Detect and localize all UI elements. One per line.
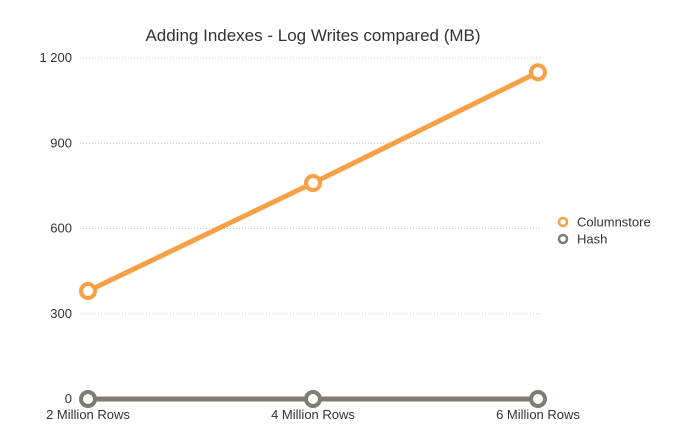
series-hash [79,390,547,408]
y-tick-label: 0 [65,391,72,406]
legend: Columnstore Hash [557,215,651,247]
data-point [79,282,97,301]
chart-title: Adding Indexes - Log Writes compared (MB… [145,26,480,45]
series-columnstore [79,63,547,301]
legend-label: Hash [577,232,607,247]
legend-item: Hash [557,232,607,247]
x-tick-label: 4 Million Rows [271,407,355,422]
legend-item: Columnstore [557,215,651,230]
data-point [529,390,547,408]
legend-marker [557,216,569,228]
y-tick-label: 300 [50,306,72,321]
legend-marker [557,233,569,245]
y-tick-label: 900 [50,135,72,150]
data-point [304,174,322,193]
x-axis-ticks: 2 Million Rows 4 Million Rows 6 Million Ro… [46,407,580,422]
y-axis-ticks: 0 300 600 900 1 200 [39,50,72,406]
y-tick-label: 1 200 [39,50,72,65]
data-point [79,390,97,408]
data-point [304,390,322,408]
y-tick-label: 600 [50,221,72,236]
legend-label: Columnstore [577,215,651,230]
series-layer [79,63,547,408]
data-point [529,63,547,82]
x-tick-label: 6 Million Rows [496,407,580,422]
x-tick-label: 2 Million Rows [46,407,130,422]
